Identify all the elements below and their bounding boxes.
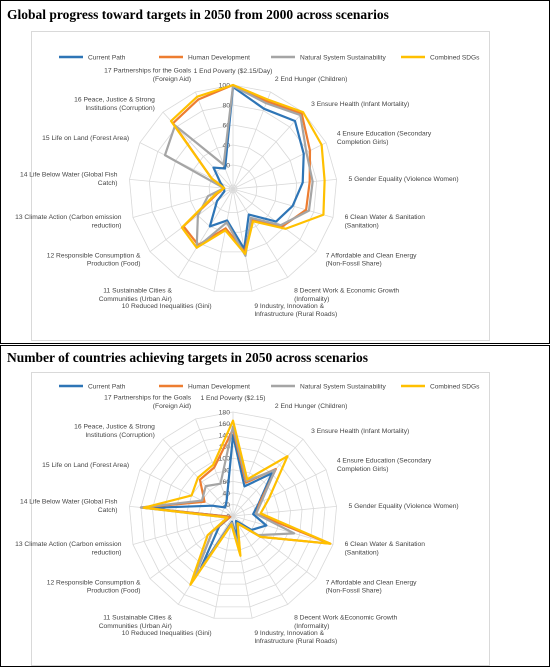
grid-spoke — [213, 515, 234, 619]
chart-title-2: Number of countries achieving targets in… — [7, 350, 368, 365]
legend-label-current-path: Current Path — [88, 384, 126, 391]
grid-ring — [209, 492, 257, 540]
grid-spoke — [232, 515, 289, 605]
grid-ring — [140, 423, 326, 608]
legend-label-human-development: Human Development — [188, 55, 250, 62]
category-label-8: 8 Decent Work &Economic Growth (Informali… — [294, 615, 397, 630]
tick-label: 60 — [222, 123, 230, 130]
series-line-combined-sdgs — [142, 419, 332, 586]
category-label-8: 8 Decent Work & Economic Growth (Informal… — [294, 288, 399, 303]
category-label-16: 16 Peace, Justice & Strong Institutions (… — [74, 424, 155, 439]
category-label-2: 2 End Hunger (Children) — [275, 76, 348, 83]
grid-spoke — [139, 469, 234, 517]
legend-label-natural-system-sustainability: Natural System Sustainability — [300, 55, 386, 62]
series-line-combined-sdgs — [169, 83, 326, 255]
category-labels: 1 End Poverty ($2.15/Day)2 End Hunger (C… — [15, 68, 459, 319]
grid-spoke — [232, 418, 271, 517]
category-label-7: 7 Affordable and Clean Energy (Non-Fossil… — [326, 252, 418, 267]
grid-spoke — [232, 111, 304, 190]
category-label-6: 6 Clean Water & Sanitation (Sanitation) — [345, 541, 426, 556]
grid-spoke — [232, 506, 337, 517]
grid-spoke — [232, 515, 334, 545]
grid-ring — [152, 434, 314, 596]
category-label-15: 15 Life on Land (Forest Area) — [42, 462, 129, 469]
grid-spoke — [129, 179, 234, 190]
series-line-current-path — [208, 85, 305, 251]
category-label-16: 16 Peace, Justice & Strong Institutions (… — [74, 97, 155, 112]
category-label-14: 14 Life Below Water (Global Fish Catch) — [20, 499, 118, 514]
tick-label: 60 — [222, 479, 230, 486]
legend: Current Path Human Development Natural Sys… — [59, 384, 480, 391]
category-label-12: 12 Responsible Consumption & Production (… — [47, 579, 141, 594]
series-line-natural-system-sustainability — [163, 84, 314, 257]
grid-spoke — [232, 188, 334, 218]
legend: Current Path Human Development Natural Sys… — [59, 55, 480, 62]
legend-label-combined-sdgs: Combined SDGs — [430, 55, 480, 62]
category-label-15: 15 Life on Land (Forest Area) — [42, 135, 129, 142]
tick-label: 100 — [219, 456, 231, 463]
category-label-17: 17 Partnerships for the Goals (Foreign Ai… — [104, 68, 192, 83]
category-label-6: 6 Clean Water & Sanitation (Sanitation) — [345, 214, 426, 229]
category-label-10: 10 Reduced Inequalities (Gini) — [122, 630, 212, 637]
category-label-5: 5 Gender Equality (Violence Women) — [349, 503, 459, 510]
category-label-10: 10 Reduced Inequalities (Gini) — [122, 303, 212, 310]
chart-panel-2: Number of countries achieving targets in… — [0, 345, 550, 667]
category-label-11: 11 Sustainable Cities & Communities (Urba… — [99, 288, 173, 303]
grid-ring — [168, 124, 298, 253]
category-label-1: 1 End Poverty ($2.15/Day) — [194, 68, 273, 75]
grid-spoke — [177, 188, 234, 278]
grid-ring — [175, 457, 291, 574]
category-label-1: 1 End Poverty ($2.15) — [200, 395, 265, 402]
grid-spoke — [213, 188, 234, 292]
grid-spoke — [232, 469, 327, 517]
category-label-17: 17 Partnerships for the Goals (Foreign Ai… — [104, 395, 192, 410]
category-label-2: 2 End Hunger (Children) — [275, 403, 348, 410]
category-label-14: 14 Life Below Water (Global Fish Catch) — [20, 172, 118, 187]
grid-spoke — [195, 91, 234, 190]
legend-label-combined-sdgs: Combined SDGs — [430, 384, 480, 391]
grid-ring — [208, 164, 258, 213]
legend-label-human-development: Human Development — [188, 384, 250, 391]
series-group — [163, 83, 326, 257]
grid-ring — [163, 446, 303, 585]
grid-spoke — [232, 188, 253, 292]
category-label-7: 7 Affordable and Clean Energy (Non-Fossil… — [326, 579, 418, 594]
radar-chart-1: Current Path Human Development Natural Sys… — [15, 55, 480, 319]
radar-chart-2: Current Path Human Development Natural Sys… — [15, 384, 480, 646]
grid-ring — [129, 84, 337, 292]
tick-label: 80 — [222, 103, 230, 110]
chart-title-1: Global progress toward targets in 2050 f… — [7, 7, 389, 22]
category-label-12: 12 Responsible Consumption & Production (… — [47, 252, 141, 267]
category-labels: 1 End Poverty ($2.15) 2 End Hunger (Child… — [15, 395, 459, 646]
category-label-11: 11 Sustainable Cities & Communities (Urba… — [99, 615, 173, 630]
category-label-5: 5 Gender Equality (Violence Women) — [349, 176, 459, 183]
category-label-3: 3 Ensure Health (Infant Mortality) — [311, 101, 409, 108]
tick-label: 160 — [219, 421, 231, 428]
category-label-4: 4 Ensure Education (Secondary Completion … — [337, 458, 432, 473]
category-label-13: 13 Climate Action (Carbon emission reduct… — [15, 214, 122, 229]
grid-spoke — [132, 515, 234, 545]
category-label-13: 13 Climate Action (Carbon emission reduct… — [15, 541, 122, 556]
category-label-9: 9 Industry, Innovation & Infrastructure (… — [254, 303, 337, 318]
series-group — [139, 419, 332, 586]
plot-area-frame-1 — [31, 31, 490, 341]
category-label-4: 4 Ensure Education (Secondary Completion … — [337, 131, 432, 146]
category-label-9: 9 Industry, Innovation & Infrastructure (… — [254, 630, 337, 645]
grid-spoke — [232, 438, 304, 517]
grid-spoke — [232, 179, 337, 190]
legend-label-natural-system-sustainability: Natural System Sustainability — [300, 384, 386, 391]
chart-panel-1: Global progress toward targets in 2050 f… — [0, 0, 550, 344]
grid-spoke — [139, 142, 234, 190]
tick-label: 140 — [219, 433, 231, 440]
grid-spoke — [232, 188, 289, 278]
grid-ring — [129, 411, 337, 619]
category-label-3: 3 Ensure Health (Infant Mortality) — [311, 428, 409, 435]
legend-label-current-path: Current Path — [88, 55, 126, 62]
tick-label: 100 — [219, 83, 231, 90]
tick-label: 180 — [219, 410, 231, 417]
plot-area-frame-2 — [31, 372, 490, 666]
tick-label: 80 — [222, 467, 230, 474]
